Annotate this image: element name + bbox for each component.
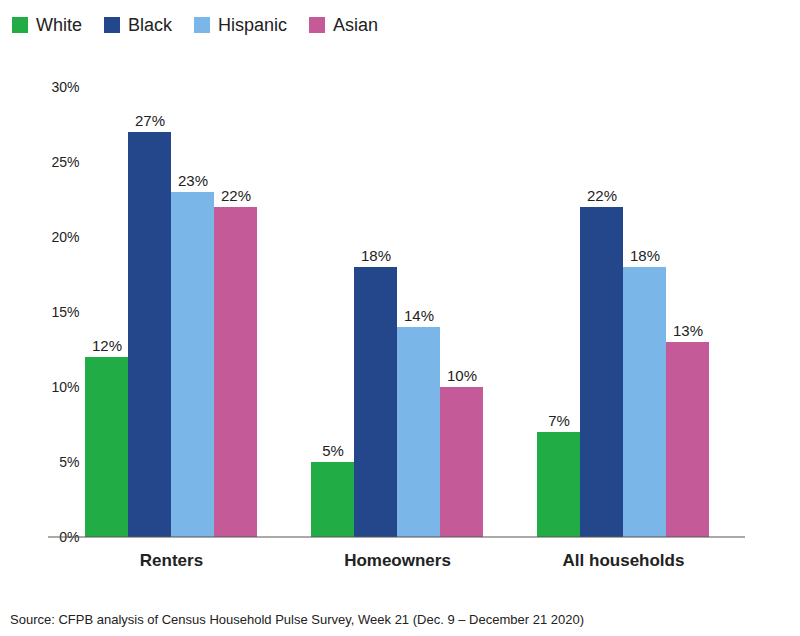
svg-text:18%: 18% <box>630 247 660 264</box>
svg-text:15%: 15% <box>51 304 79 320</box>
svg-text:Renters: Renters <box>140 551 203 570</box>
svg-text:23%: 23% <box>178 172 208 189</box>
svg-text:13%: 13% <box>673 322 703 339</box>
svg-text:12%: 12% <box>92 337 122 354</box>
html-text:Asian: Asian <box>333 14 379 35</box>
html-text:White: White <box>36 14 82 35</box>
html-text:Source: CFPB analysis of Censu: Source: CFPB analysis of Census Househol… <box>10 612 584 627</box>
html-text:Black: Black <box>128 14 172 35</box>
svg-text:10%: 10% <box>51 379 79 395</box>
svg-text:0%: 0% <box>59 529 80 545</box>
svg-text:14%: 14% <box>404 307 434 324</box>
svg-text:18%: 18% <box>361 247 391 264</box>
html-text:Hispanic: Hispanic <box>218 14 288 35</box>
svg-text:22%: 22% <box>587 187 617 204</box>
svg-text:10%: 10% <box>447 367 477 384</box>
svg-text:Homeowners: Homeowners <box>344 551 451 570</box>
svg-text:All households: All households <box>563 551 685 570</box>
svg-text:5%: 5% <box>59 454 79 470</box>
svg-text:7%: 7% <box>548 412 570 429</box>
svg-text:22%: 22% <box>221 187 251 204</box>
svg-text:5%: 5% <box>322 442 344 459</box>
svg-text:30%: 30% <box>51 79 79 95</box>
svg-text:25%: 25% <box>51 154 79 170</box>
svg-text:20%: 20% <box>51 229 79 245</box>
svg-text:27%: 27% <box>135 112 165 129</box>
